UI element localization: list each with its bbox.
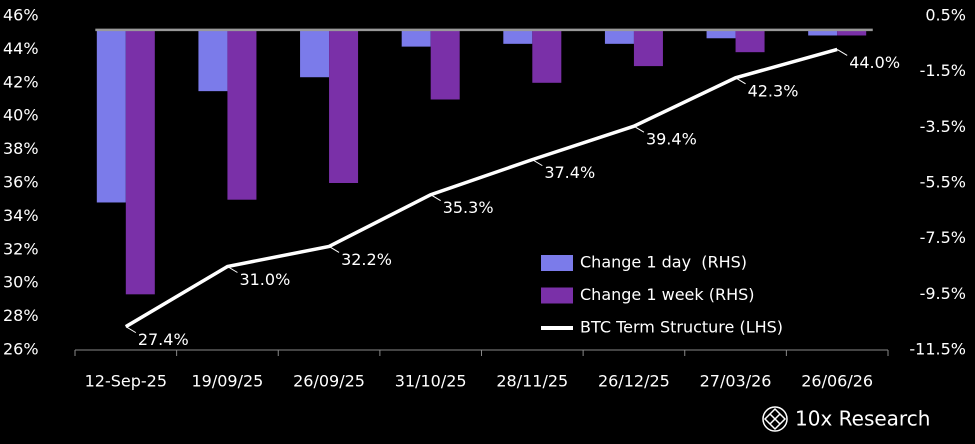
label-leader xyxy=(125,326,137,334)
x-tick-label: 31/10/25 xyxy=(395,372,467,391)
y2-tick-label: -11.5% xyxy=(909,340,966,359)
data-label: 31.0% xyxy=(239,270,290,289)
line xyxy=(124,47,838,329)
x-tick-label: 19/09/25 xyxy=(192,372,264,391)
x-tick-label: 12-Sep-25 xyxy=(85,372,167,391)
y2-tick-label: 0.5% xyxy=(925,6,966,25)
bar xyxy=(532,29,562,83)
x-tick-label: 26/09/25 xyxy=(293,372,365,391)
bar xyxy=(604,29,634,44)
brand-logo xyxy=(762,406,788,432)
bar xyxy=(808,29,838,36)
bar xyxy=(125,29,155,295)
label-leader xyxy=(735,77,746,85)
legend-label: Change 1 week (RHS) xyxy=(580,285,755,304)
brand: 10x Research xyxy=(795,407,930,431)
legend-swatch xyxy=(541,287,573,304)
bar xyxy=(633,29,663,67)
legend-label: Change 1 day (RHS) xyxy=(580,253,747,272)
y2-tick-label: -7.5% xyxy=(920,228,966,247)
y-tick-label: 38% xyxy=(3,139,39,158)
data-label: 35.3% xyxy=(443,198,494,217)
label-leader xyxy=(328,246,340,253)
x-tick-label: 26/06/26 xyxy=(801,372,873,391)
bar xyxy=(401,29,431,47)
y-tick-label: 32% xyxy=(3,239,39,258)
bar xyxy=(735,29,765,53)
data-label: 32.2% xyxy=(341,250,392,269)
data-label: 37.4% xyxy=(544,163,595,182)
data-label: 42.3% xyxy=(748,81,799,100)
label-leader xyxy=(836,48,848,56)
bar xyxy=(300,29,330,78)
label-leader xyxy=(532,159,543,167)
data-label: 44.0% xyxy=(849,53,900,72)
data-label: 27.4% xyxy=(138,330,189,349)
x-tick-label: 28/11/25 xyxy=(496,372,568,391)
y-tick-label: 40% xyxy=(3,106,39,125)
y-tick-label: 30% xyxy=(3,273,39,292)
bar xyxy=(430,29,460,100)
y2-tick-label: -1.5% xyxy=(920,61,966,80)
y-tick-label: 34% xyxy=(3,206,39,225)
label-leader xyxy=(633,125,645,133)
y2-tick-label: -3.5% xyxy=(920,117,966,136)
x-tick-label: 26/12/25 xyxy=(598,372,670,391)
bar xyxy=(227,29,257,200)
y-tick-label: 28% xyxy=(3,306,39,325)
bar xyxy=(329,29,359,183)
y-tick-label: 44% xyxy=(3,39,39,58)
data-label: 39.4% xyxy=(646,130,697,149)
x-tick-label: 27/03/26 xyxy=(700,372,772,391)
bar xyxy=(503,29,533,44)
y-tick-label: 36% xyxy=(3,173,39,192)
label-leader xyxy=(227,266,238,273)
legend-label: BTC Term Structure (LHS) xyxy=(580,318,783,337)
y2-tick-label: -9.5% xyxy=(920,284,966,303)
label-leader xyxy=(430,194,441,202)
y-tick-label: 46% xyxy=(3,6,39,25)
legend-swatch xyxy=(541,255,573,271)
y-tick-label: 26% xyxy=(3,340,39,359)
bar xyxy=(96,29,126,203)
bar xyxy=(706,29,736,39)
bar xyxy=(198,29,228,92)
y-tick-label: 42% xyxy=(3,72,39,91)
bar xyxy=(837,29,867,36)
y2-tick-label: -5.5% xyxy=(920,173,966,192)
